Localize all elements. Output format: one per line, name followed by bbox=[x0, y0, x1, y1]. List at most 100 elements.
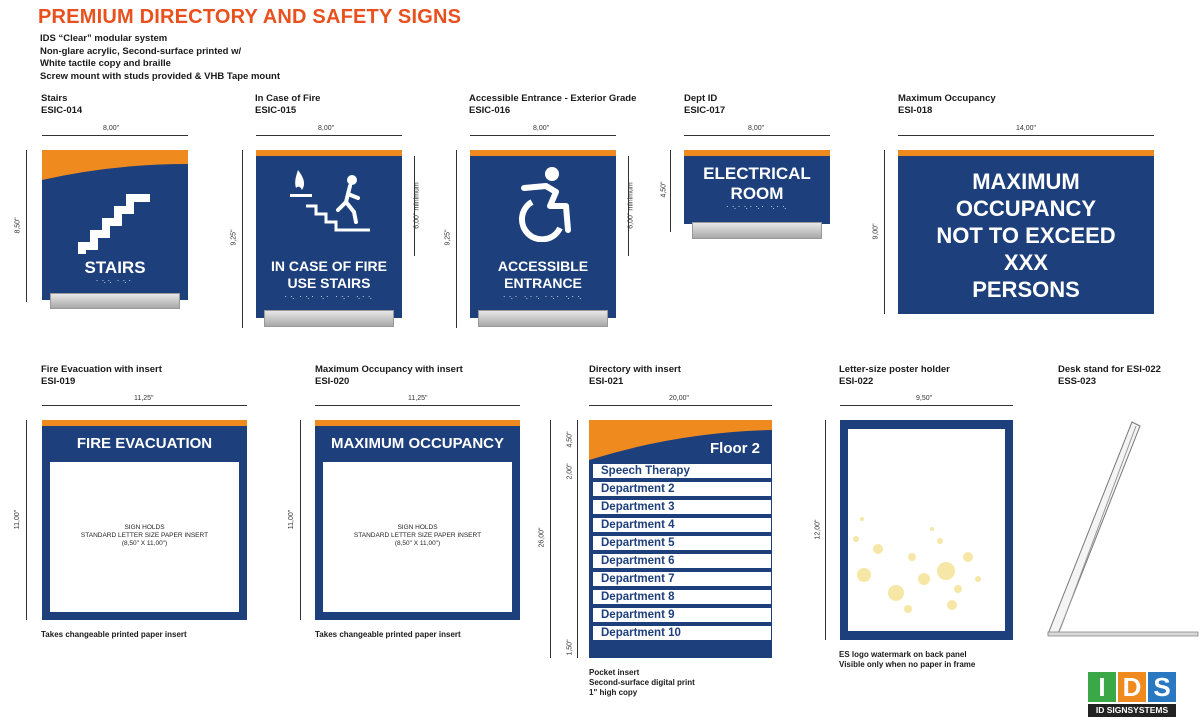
accessible-base bbox=[478, 310, 608, 327]
wheelchair-icon bbox=[518, 167, 571, 242]
fire-braille: ⠁⠑ ⠁⠑⠁ ⠑⠁ ⠁⠑⠁ ⠑⠁⠑ bbox=[284, 297, 374, 303]
poster-label: Letter-size poster holder ESI-022 bbox=[839, 364, 950, 387]
fire-sign: IN CASE OF FIRE USE STAIRS ⠁⠑ ⠁⠑⠁ ⠑⠁ ⠁⠑⠁… bbox=[256, 150, 402, 318]
fire-evac-height-dim: 11,00" bbox=[14, 509, 22, 530]
poster-notes: ES logo watermark on back panel Visible … bbox=[839, 650, 976, 669]
directory-row-dim: 2,00" bbox=[566, 463, 574, 480]
fire-evac-note: Takes changeable printed paper insert bbox=[41, 630, 187, 639]
occupancy-text: MAXIMUM OCCUPANCY NOT TO EXCEED XXX PERS… bbox=[936, 169, 1116, 302]
logo-letter-d: D bbox=[1118, 672, 1146, 702]
accessible-height-line bbox=[456, 150, 457, 328]
fire-label: In Case of Fire ESIC-015 bbox=[255, 93, 321, 116]
directory-width-dim: 20,00" bbox=[669, 395, 690, 402]
desk-stand-illustration bbox=[1047, 421, 1199, 637]
ids-logo: I D S ID SIGNSYSTEMS bbox=[1088, 672, 1180, 718]
stairs-height-dim: 8,50" bbox=[14, 217, 22, 234]
list-item: Department 7 bbox=[593, 572, 771, 586]
fire-min-line bbox=[414, 156, 415, 256]
stairs-base bbox=[50, 293, 180, 309]
accessible-min-dim: 6,00" minimum bbox=[627, 182, 635, 229]
fire-min-dim: 6,00" minimum bbox=[413, 182, 421, 229]
fire-evac-label: Fire Evacuation with insert ESI-019 bbox=[41, 364, 162, 387]
poster-width-line bbox=[840, 405, 1013, 406]
dept-label: Dept ID ESIC-017 bbox=[684, 93, 726, 116]
stairs-braille: ⠁⠑⠑ ⠁⠑⠁ bbox=[95, 281, 135, 287]
directory-header-dim: 4,50" bbox=[566, 431, 574, 448]
fire-evac-width-dim: 11,25" bbox=[134, 395, 154, 402]
dept-sign: ELECTRICAL ROOM ⠁⠑⠁⠑⠁⠑⠁ ⠑⠁⠑ bbox=[684, 150, 830, 224]
occupancy-height-line bbox=[884, 150, 885, 314]
occ-insert-note: Takes changeable printed paper insert bbox=[315, 630, 461, 639]
list-item: Department 9 bbox=[593, 608, 771, 622]
occ-insert-insert: SIGN HOLDS STANDARD LETTER SIZE PAPER IN… bbox=[323, 462, 512, 612]
stairs-icon bbox=[78, 194, 150, 254]
occupancy-width-line bbox=[898, 135, 1154, 136]
directory-notes: Pocket insert Second-surface digital pri… bbox=[589, 668, 695, 697]
fire-evac-sign: FIRE EVACUATION SIGN HOLDS STANDARD LETT… bbox=[42, 420, 247, 620]
fire-stairs-icon bbox=[290, 170, 370, 232]
stairs-width-line bbox=[42, 135, 188, 136]
dept-base bbox=[692, 222, 822, 239]
occupancy-height-dim: 9,00" bbox=[872, 223, 880, 240]
fire-width-line bbox=[256, 135, 402, 136]
stairs-sign: STAIRS ⠁⠑⠑ ⠁⠑⠁ bbox=[42, 150, 188, 300]
stairs-height-line bbox=[26, 150, 27, 302]
stairs-swoosh bbox=[42, 150, 188, 180]
accessible-label: Accessible Entrance - Exterior Grade ESI… bbox=[469, 93, 637, 116]
directory-floor: Floor 2 bbox=[709, 440, 760, 457]
directory-height-dim: 26,00" bbox=[538, 527, 546, 548]
directory-label: Directory with insert ESI-021 bbox=[589, 364, 681, 387]
poster-back-panel bbox=[848, 429, 1005, 631]
occ-insert-label: Maximum Occupancy with insert ESI-020 bbox=[315, 364, 463, 387]
directory-height-line bbox=[550, 420, 551, 658]
occ-insert-height-dim: 11,00" bbox=[288, 509, 296, 530]
es-logo-watermark bbox=[853, 517, 981, 613]
dept-width-dim: 8,00" bbox=[748, 125, 765, 132]
dept-width-line bbox=[684, 135, 830, 136]
desk-stand-label: Desk stand for ESI-022 ESS-023 bbox=[1058, 364, 1161, 387]
list-item: Department 6 bbox=[593, 554, 771, 568]
list-item: Department 5 bbox=[593, 536, 771, 550]
accessible-sign: ACCESSIBLE ENTRANCE ⠁⠑⠁ ⠑⠁⠑ ⠁⠑⠁ ⠑⠁⠑ bbox=[470, 150, 616, 318]
dept-text: ELECTRICAL ROOM bbox=[703, 164, 811, 203]
stairs-text: STAIRS bbox=[84, 258, 146, 277]
logo-letter-i: I bbox=[1088, 672, 1116, 702]
dept-height-dim: 4,50" bbox=[660, 181, 668, 198]
dept-height-line bbox=[670, 150, 671, 232]
product-description: IDS “Clear” modular system Non-glare acr… bbox=[40, 33, 280, 82]
accessible-height-dim: 9,25" bbox=[444, 229, 452, 246]
accessible-min-line bbox=[628, 156, 629, 256]
fire-width-dim: 8,00" bbox=[318, 125, 335, 132]
fire-evac-height-line bbox=[26, 420, 27, 620]
stairs-width-dim: 8,00" bbox=[103, 125, 120, 132]
fire-text: IN CASE OF FIRE USE STAIRS bbox=[271, 258, 387, 291]
list-item: Department 10 bbox=[593, 626, 771, 640]
poster-height-line bbox=[825, 420, 826, 640]
accessible-braille: ⠁⠑⠁ ⠑⠁⠑ ⠁⠑⠁ ⠑⠁⠑ bbox=[502, 297, 584, 303]
occupancy-sign: MAXIMUM OCCUPANCY NOT TO EXCEED XXX PERS… bbox=[898, 150, 1154, 314]
occ-insert-height-line bbox=[300, 420, 301, 620]
occ-insert-width-dim: 11,25" bbox=[408, 395, 428, 402]
page-title: PREMIUM DIRECTORY AND SAFETY SIGNS bbox=[38, 6, 462, 28]
directory-bottom-dim: 1,50" bbox=[566, 639, 574, 656]
stairs-label: Stairs ESIC-014 bbox=[41, 93, 83, 116]
list-item: Department 3 bbox=[593, 500, 771, 514]
fire-height-dim: 9,25" bbox=[230, 229, 238, 246]
fire-evac-heading: FIRE EVACUATION bbox=[76, 435, 213, 452]
logo-tagline: ID SIGNSYSTEMS bbox=[1088, 704, 1176, 717]
accessible-text: ACCESSIBLE ENTRANCE bbox=[497, 258, 589, 291]
list-item: Department 8 bbox=[593, 590, 771, 604]
poster-frame bbox=[840, 420, 1013, 640]
list-item: Department 2 bbox=[593, 482, 771, 496]
list-item: Department 4 bbox=[593, 518, 771, 532]
dept-braille: ⠁⠑⠁⠑⠁⠑⠁ ⠑⠁⠑ bbox=[725, 207, 789, 213]
occupancy-label: Maximum Occupancy ESI-018 bbox=[898, 93, 996, 116]
accessible-width-line bbox=[470, 135, 616, 136]
poster-height-dim: 12,00" bbox=[814, 519, 822, 540]
directory-rows-line bbox=[577, 420, 578, 658]
fire-height-line bbox=[242, 150, 243, 328]
directory-width-line bbox=[589, 405, 772, 406]
fire-evac-insert: SIGN HOLDS STANDARD LETTER SIZE PAPER IN… bbox=[50, 462, 239, 612]
fire-evac-width-line bbox=[42, 405, 247, 406]
occ-insert-sign: MAXIMUM OCCUPANCY SIGN HOLDS STANDARD LE… bbox=[315, 420, 520, 620]
